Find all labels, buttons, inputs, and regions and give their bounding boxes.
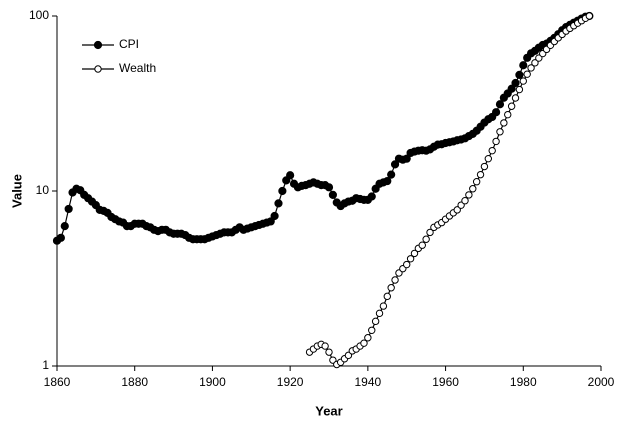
marker [469, 185, 477, 193]
marker [278, 186, 287, 196]
x-tick-label: 1860 [44, 375, 71, 389]
marker [461, 197, 469, 205]
marker [472, 178, 481, 186]
marker [364, 334, 372, 342]
marker [410, 249, 419, 258]
y-tick-label: 10 [36, 183, 50, 197]
marker [270, 211, 279, 221]
legend-marker [93, 40, 103, 50]
marker [403, 260, 411, 269]
marker [519, 77, 527, 85]
marker [406, 255, 415, 263]
marker [496, 128, 504, 136]
marker [453, 206, 461, 214]
marker [476, 170, 485, 179]
marker [64, 204, 73, 214]
marker [328, 190, 337, 199]
x-tick-label: 1900 [199, 375, 226, 389]
x-tick-label: 1880 [121, 375, 148, 389]
marker [422, 235, 430, 243]
marker [387, 170, 396, 179]
x-tick-label: 2000 [588, 375, 615, 389]
marker [321, 342, 329, 350]
marker [371, 317, 380, 326]
marker [527, 64, 535, 72]
marker [507, 84, 516, 93]
legend-label: CPI [119, 37, 139, 51]
marker [379, 302, 388, 310]
marker [511, 94, 520, 102]
marker [360, 339, 368, 347]
marker [418, 241, 426, 249]
x-tick-label: 1960 [432, 375, 459, 389]
marker [523, 70, 531, 78]
marker [391, 276, 399, 284]
legend-label: Wealth [119, 61, 156, 75]
x-tick-label: 1980 [510, 375, 537, 389]
x-tick-label: 1940 [355, 375, 382, 389]
marker [480, 162, 489, 171]
marker [387, 284, 395, 292]
marker [383, 292, 391, 301]
marker [375, 309, 384, 318]
marker [324, 183, 334, 192]
x-axis-title: Year [315, 403, 342, 418]
marker [56, 233, 65, 242]
marker [504, 110, 512, 119]
marker [368, 326, 376, 334]
marker [402, 154, 411, 163]
marker [495, 100, 505, 109]
y-axis-title: Value [9, 174, 24, 208]
marker [465, 191, 473, 199]
marker [286, 171, 295, 180]
marker [325, 348, 333, 356]
y-tick-label: 1 [42, 358, 49, 372]
marker [484, 154, 493, 163]
marker [390, 160, 400, 169]
series-line [309, 15, 590, 366]
marker [274, 199, 283, 208]
marker [383, 176, 392, 186]
marker [585, 12, 594, 20]
marker [511, 78, 520, 88]
marker [492, 137, 500, 146]
marker [60, 222, 69, 231]
marker [500, 119, 508, 127]
marker [531, 59, 539, 67]
marker [491, 108, 501, 117]
marker [519, 61, 528, 70]
marker [507, 102, 516, 110]
marker [515, 70, 524, 79]
marker [488, 146, 496, 155]
marker [426, 228, 434, 237]
legend-marker [94, 65, 102, 73]
x-tick-label: 1920 [277, 375, 304, 389]
marker [266, 217, 275, 226]
marker [367, 192, 376, 201]
y-tick-label: 100 [29, 8, 49, 22]
marker [515, 85, 524, 94]
